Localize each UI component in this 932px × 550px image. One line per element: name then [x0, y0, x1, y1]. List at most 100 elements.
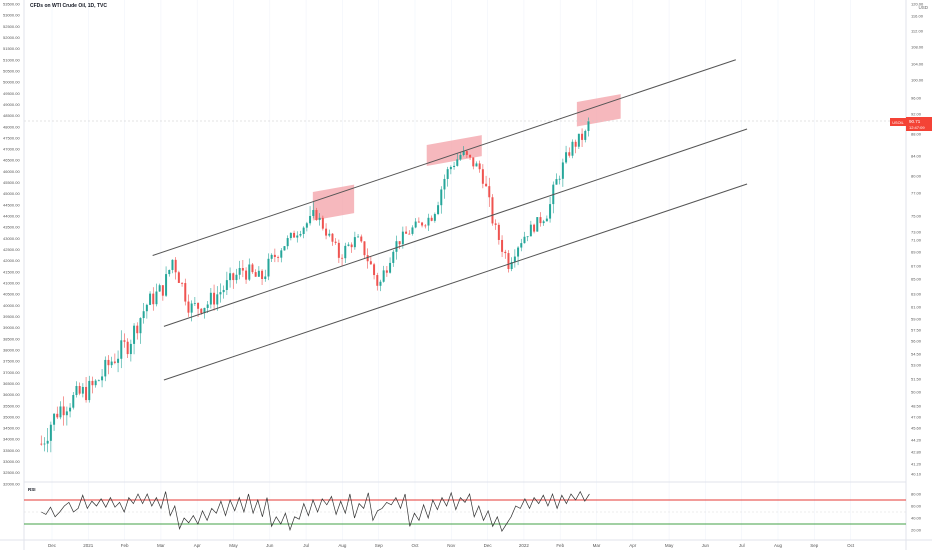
- right-axis-tick: 80.00: [911, 174, 922, 179]
- right-axis-tick: 56.00: [911, 339, 922, 344]
- candle-body: [430, 217, 433, 221]
- candle-body: [456, 159, 459, 166]
- rsi-axis-tick: 60.00: [911, 504, 922, 509]
- candle-body: [555, 179, 558, 185]
- time-axis-tick: Feb: [556, 543, 564, 548]
- candle-body: [382, 270, 385, 282]
- time-axis-tick: Apr: [629, 543, 637, 548]
- time-axis-tick: Jul: [739, 543, 745, 548]
- time-axis[interactable]: Dec 2021 Feb Mar Apr May Jun Jul Aug Sep Oct Nov Dec…: [48, 543, 855, 548]
- candle-body: [59, 406, 62, 418]
- candle-body: [78, 386, 81, 394]
- left-axis-tick: 47000.00: [3, 147, 20, 152]
- price-badge: [906, 117, 932, 131]
- candle-body: [344, 245, 347, 259]
- candle-body: [94, 380, 97, 386]
- right-axis-tick: 41.20: [911, 462, 922, 467]
- left-axis-tick: 51500.00: [3, 46, 20, 51]
- resistance-zone: [426, 135, 482, 166]
- candle-body: [190, 303, 193, 313]
- candle-body: [369, 261, 372, 265]
- time-axis-tick: Oct: [411, 543, 419, 548]
- left-price-axis[interactable]: 53500.00 53000.00 52500.00 52000.00 51500.00…: [3, 2, 20, 487]
- candle-body: [536, 217, 539, 232]
- left-axis-tick: 40500.00: [3, 292, 20, 297]
- left-axis-tick: 44500.00: [3, 202, 20, 207]
- left-axis-tick: 53000.00: [3, 13, 20, 18]
- candle-body: [203, 307, 206, 314]
- left-axis-tick: 33500.00: [3, 448, 20, 453]
- candle-body: [277, 257, 280, 258]
- candle-body: [392, 251, 395, 263]
- candle-body: [97, 380, 100, 382]
- candle-body: [533, 224, 536, 232]
- left-axis-tick: 47500.00: [3, 135, 20, 140]
- time-axis-tick: Jul: [303, 543, 309, 548]
- currency-label: USD: [918, 5, 928, 10]
- symbol-badge-text: USOIL: [892, 121, 903, 125]
- candle-body: [421, 222, 424, 226]
- candle-body: [427, 217, 430, 226]
- right-axis-tick: 53.00: [911, 363, 922, 368]
- candle-body: [472, 157, 475, 167]
- right-price-axis[interactable]: 120.00 116.00 112.00 108.00 104.00 100.00 96.0…: [911, 2, 924, 477]
- left-axis-tick: 32000.00: [3, 481, 20, 486]
- candle-body: [46, 440, 49, 444]
- channel-lines[interactable]: [152, 59, 748, 381]
- right-axis-tick: 45.60: [911, 426, 922, 431]
- candle-body: [206, 304, 209, 308]
- candle-body: [574, 141, 577, 147]
- candle-body: [158, 285, 161, 292]
- right-axis-tick: 104.00: [911, 62, 924, 67]
- candle-body: [507, 253, 510, 270]
- candle-body: [408, 233, 411, 235]
- candle-body: [213, 292, 216, 305]
- resistance-zone: [312, 184, 355, 221]
- candle-body: [267, 258, 270, 277]
- last-price-badge: USOIL 90.71 12:47:09: [890, 117, 932, 131]
- candle-body: [389, 262, 392, 273]
- candle-body: [469, 154, 472, 158]
- candle-body: [475, 163, 478, 167]
- rsi-label: RSI: [28, 487, 36, 492]
- left-axis-tick: 44000.00: [3, 214, 20, 219]
- candle-body: [222, 289, 225, 293]
- right-axis-tick: 108.00: [911, 45, 924, 50]
- right-axis-tick: 42.80: [911, 450, 922, 455]
- candle-body: [513, 256, 516, 262]
- time-axis-tick: 2022: [519, 543, 530, 548]
- candle-body: [152, 293, 155, 305]
- candle-body: [161, 285, 164, 296]
- candle-body: [225, 280, 228, 290]
- left-axis-tick: 43500.00: [3, 225, 20, 230]
- candle-body: [366, 255, 369, 262]
- left-axis-tick: 41000.00: [3, 281, 20, 286]
- candle-body: [193, 302, 196, 304]
- right-axis-tick: 40.10: [911, 472, 922, 477]
- candle-body: [232, 273, 235, 281]
- right-axis-tick: 69.00: [911, 250, 922, 255]
- left-axis-tick: 49500.00: [3, 91, 20, 96]
- candle-body: [40, 443, 43, 445]
- left-axis-tick: 37500.00: [3, 359, 20, 364]
- rsi-axis-tick: 80.00: [911, 492, 922, 497]
- time-axis-tick: Jun: [702, 543, 710, 548]
- candle-body: [462, 151, 465, 155]
- candle-body: [504, 251, 507, 254]
- candle-body: [312, 210, 315, 216]
- candle-body: [181, 282, 184, 284]
- candle-body: [379, 281, 382, 286]
- left-axis-tick: 46000.00: [3, 169, 20, 174]
- candle-body: [347, 244, 350, 246]
- candle-body: [565, 152, 568, 163]
- left-axis-tick: 37000.00: [3, 370, 20, 375]
- candle-body: [120, 340, 123, 359]
- candle-body: [318, 217, 321, 221]
- left-axis-tick: 45000.00: [3, 191, 20, 196]
- candle-body: [309, 215, 312, 224]
- candle-body: [261, 270, 264, 279]
- candle-body: [248, 264, 251, 280]
- channel-line: [163, 128, 748, 327]
